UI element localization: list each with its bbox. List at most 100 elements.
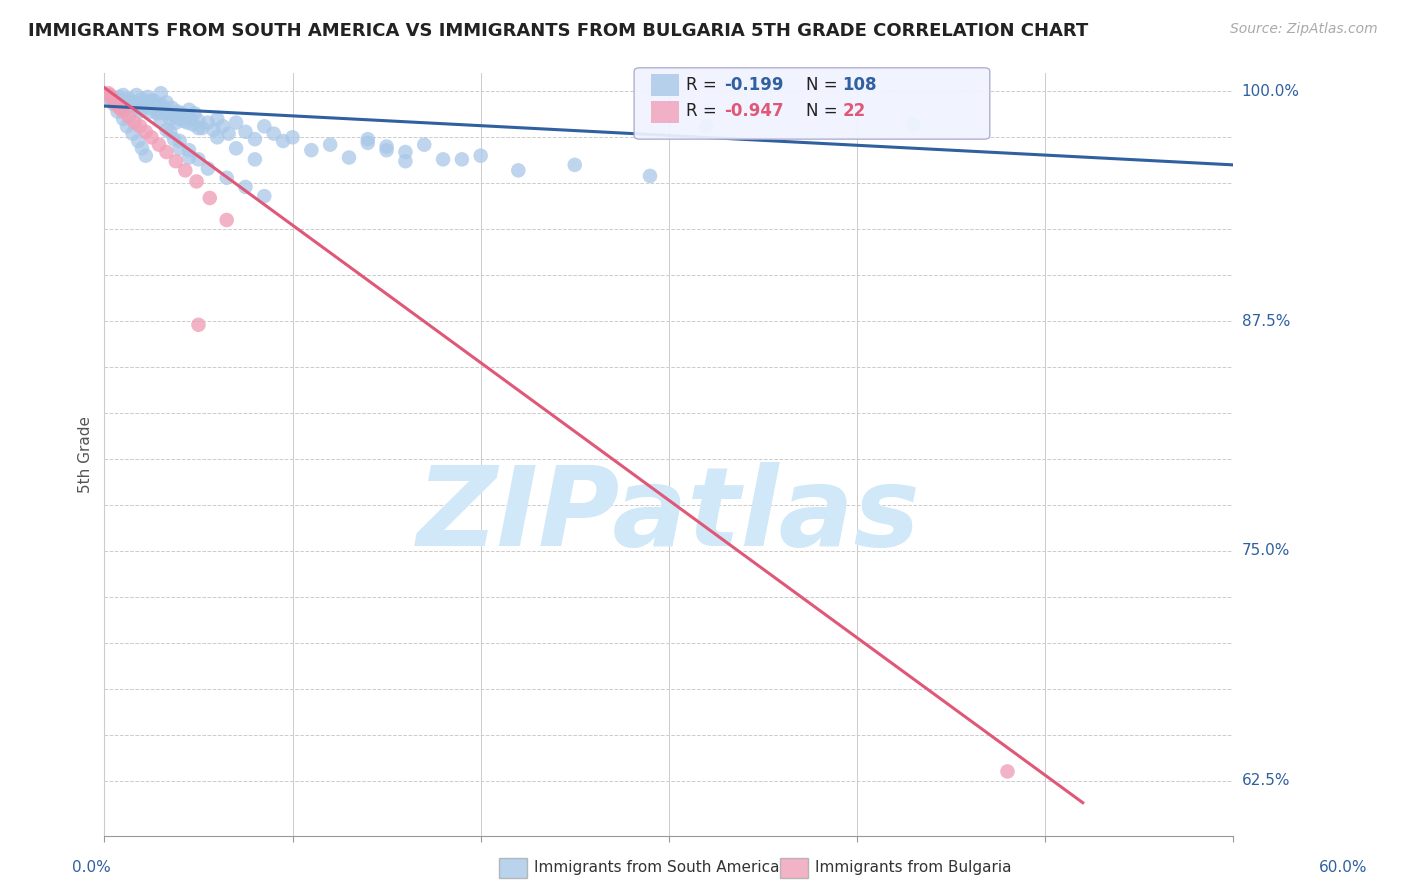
- Text: 75.0%: 75.0%: [1241, 543, 1289, 558]
- Point: [98, 94, 121, 108]
- Point: [375, 143, 398, 157]
- Point: [183, 106, 205, 120]
- Point: [299, 143, 322, 157]
- Point: [129, 120, 152, 134]
- Point: [141, 94, 163, 108]
- Point: [148, 97, 170, 112]
- Point: [187, 318, 209, 332]
- Point: [243, 153, 266, 167]
- Point: [172, 113, 194, 128]
- Point: [115, 120, 138, 134]
- Point: [181, 118, 204, 132]
- Point: [155, 145, 177, 159]
- Point: [187, 113, 209, 128]
- Point: [114, 94, 136, 108]
- Point: [98, 90, 121, 104]
- Point: [235, 125, 257, 139]
- Point: [169, 141, 191, 155]
- Point: [104, 92, 127, 106]
- Text: R =: R =: [686, 103, 723, 120]
- Point: [169, 112, 191, 126]
- Point: [197, 161, 219, 176]
- Point: [319, 137, 342, 152]
- Point: [124, 95, 146, 110]
- Point: [136, 90, 159, 104]
- Y-axis label: 5th Grade: 5th Grade: [79, 416, 93, 493]
- Point: [97, 88, 120, 103]
- Point: [107, 104, 129, 119]
- Point: [638, 169, 661, 183]
- Point: [198, 191, 221, 205]
- Point: [357, 132, 380, 146]
- Point: [218, 127, 240, 141]
- Point: [695, 120, 717, 134]
- Point: [124, 115, 146, 129]
- Point: [165, 115, 187, 129]
- Point: [135, 101, 157, 115]
- Point: [101, 90, 124, 104]
- Point: [176, 115, 198, 129]
- Point: [108, 101, 131, 115]
- Point: [163, 132, 186, 146]
- Point: [212, 120, 235, 134]
- Point: [160, 101, 183, 115]
- Point: [132, 95, 155, 110]
- Point: [450, 153, 472, 167]
- Point: [281, 130, 304, 145]
- Point: [186, 174, 208, 188]
- Text: Source: ZipAtlas.com: Source: ZipAtlas.com: [1230, 22, 1378, 37]
- Point: [153, 106, 176, 120]
- Point: [118, 92, 141, 106]
- Point: [101, 92, 124, 106]
- Point: [263, 127, 285, 141]
- Point: [197, 115, 219, 129]
- Point: [163, 108, 186, 122]
- Point: [187, 121, 209, 136]
- Point: [115, 99, 138, 113]
- Point: [131, 92, 153, 106]
- Text: 60.0%: 60.0%: [1319, 860, 1367, 874]
- Point: [253, 189, 276, 203]
- Point: [120, 97, 142, 112]
- Point: [142, 94, 165, 108]
- Text: -0.947: -0.947: [724, 103, 783, 120]
- Point: [997, 764, 1019, 779]
- Point: [207, 130, 229, 145]
- Point: [215, 170, 238, 185]
- Point: [253, 120, 276, 134]
- Point: [180, 112, 202, 126]
- Point: [141, 130, 163, 145]
- Point: [470, 149, 492, 163]
- Point: [155, 95, 177, 110]
- Point: [564, 158, 586, 172]
- Point: [110, 101, 132, 115]
- Point: [337, 151, 360, 165]
- Point: [235, 180, 257, 194]
- Point: [107, 97, 129, 112]
- Point: [104, 97, 127, 112]
- Point: [508, 163, 530, 178]
- Point: [112, 104, 135, 119]
- Text: N =: N =: [806, 103, 842, 120]
- Point: [159, 112, 181, 126]
- Point: [127, 99, 149, 113]
- Text: ZIPatlas: ZIPatlas: [418, 462, 921, 569]
- Point: [98, 88, 121, 103]
- Point: [187, 153, 209, 167]
- Point: [159, 125, 181, 139]
- Text: N =: N =: [806, 76, 842, 94]
- Point: [135, 149, 157, 163]
- Point: [97, 86, 120, 100]
- Point: [118, 110, 141, 124]
- Text: Immigrants from Bulgaria: Immigrants from Bulgaria: [815, 861, 1012, 875]
- Point: [191, 121, 214, 136]
- Point: [121, 127, 143, 141]
- Point: [165, 154, 187, 169]
- Text: R =: R =: [686, 76, 723, 94]
- Point: [143, 101, 166, 115]
- Point: [146, 106, 169, 120]
- Point: [129, 104, 152, 119]
- Point: [131, 141, 153, 155]
- Point: [152, 99, 174, 113]
- Point: [207, 112, 229, 126]
